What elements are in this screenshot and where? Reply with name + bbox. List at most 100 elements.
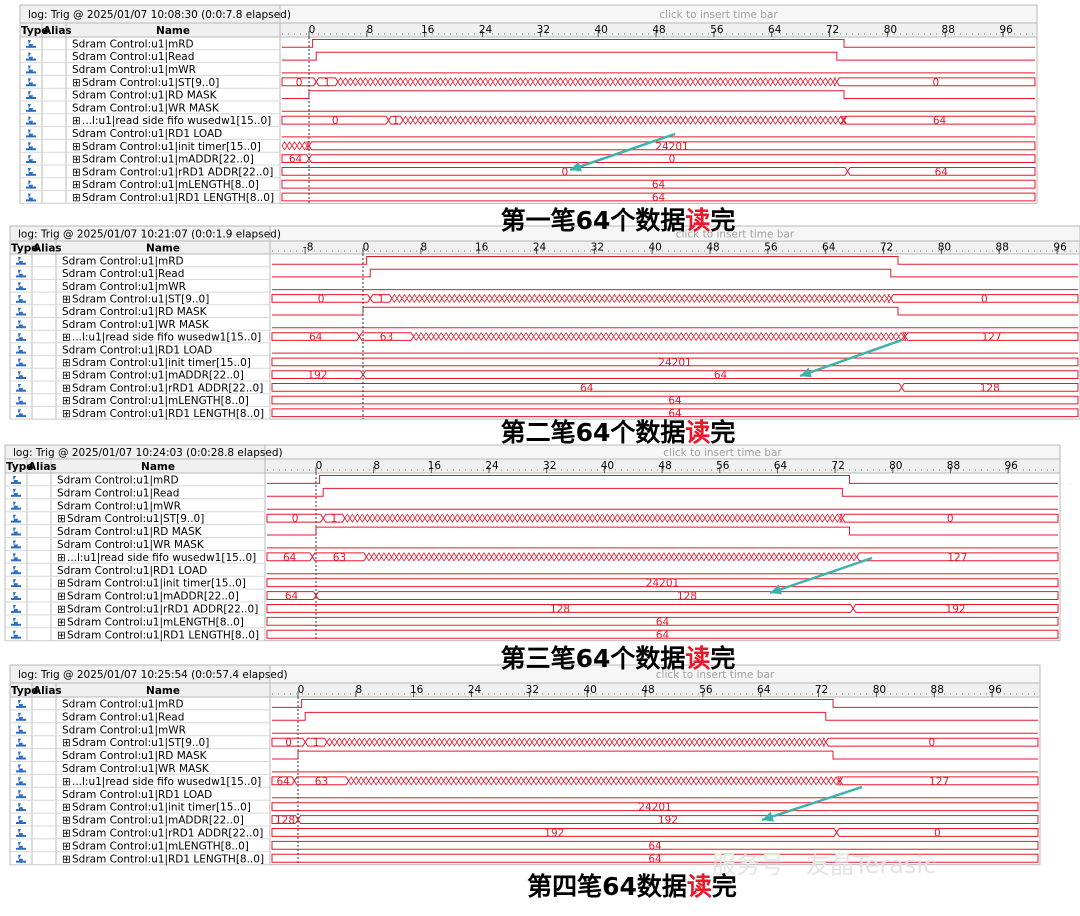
- bus-value: 24201: [638, 802, 671, 814]
- signal-name: Sdram Control:u1|init timer[15..0]: [82, 141, 261, 153]
- ruler-label: 48: [658, 460, 671, 472]
- bit-wave: [267, 475, 1058, 484]
- bit-wave: [272, 268, 1078, 278]
- caption-end: 完: [710, 206, 735, 235]
- column-title: Type: [11, 243, 38, 255]
- signal-name: Sdram Control:u1|mADDR[22..0]: [82, 154, 254, 166]
- time-bar-hint: click to insert time bar: [656, 669, 775, 681]
- type-icon-base: [16, 757, 26, 760]
- bit-wave: [272, 699, 1038, 708]
- bus-value: 0: [332, 115, 339, 127]
- signal-name: Sdram Control:u1|Read: [62, 268, 184, 280]
- expand-icon: ⊞: [62, 827, 71, 839]
- time-bar-hint: click to insert time bar: [663, 447, 782, 459]
- arrow-head: [570, 161, 582, 172]
- ruler-label: 88: [931, 684, 944, 696]
- caption: 第四笔64数据读完: [527, 872, 737, 901]
- type-icon-base: [16, 415, 26, 418]
- expand-icon: ⊞: [62, 395, 71, 407]
- signal-name: Sdram Control:u1|ST[9..0]: [72, 293, 209, 305]
- bus-value: 24201: [655, 141, 688, 153]
- bit-wave: [272, 256, 1078, 265]
- type-icon-base: [26, 135, 36, 138]
- ruler-label: 8: [366, 24, 373, 36]
- column-header: [19, 22, 1038, 38]
- signal-name: Sdram Control:u1|mLENGTH[8..0]: [82, 179, 259, 191]
- type-icon-base: [26, 186, 36, 189]
- bus-dense: [326, 737, 827, 747]
- bit-wave: [282, 90, 1035, 99]
- signal-name: Sdram Control:u1|RD1 LOAD: [62, 344, 212, 356]
- ruler-label: 40: [584, 684, 597, 696]
- bus-value: 0: [318, 293, 325, 305]
- bus-value: 128: [980, 382, 1000, 394]
- ruler-label: 16: [475, 242, 489, 254]
- bus-dense: [391, 293, 892, 304]
- ruler-label: 56: [716, 460, 730, 472]
- signal-name: Sdram Control:u1|mWR: [57, 500, 181, 512]
- watermark-text: 友晶Terasic: [806, 851, 936, 879]
- caption-end: 完: [712, 872, 737, 901]
- bus-segment: [271, 357, 1079, 367]
- signal-name: Sdram Control:u1|WR MASK: [62, 763, 210, 775]
- bus-segment: [904, 332, 1079, 341]
- bus-value: 24201: [646, 578, 679, 590]
- expand-icon: ⊞: [57, 552, 66, 564]
- signal-name: Sdram Control:u1|RD MASK: [72, 90, 218, 102]
- type-icon-base: [26, 109, 36, 112]
- type-icon-base: [11, 507, 21, 510]
- type-icon-base: [11, 481, 21, 484]
- ruler-label: 72: [815, 684, 828, 696]
- expand-icon: ⊞: [62, 853, 71, 865]
- expand-icon: ⊞: [57, 513, 66, 525]
- expand-icon: ⊞: [62, 332, 71, 344]
- column-title: Alias: [28, 461, 57, 473]
- signal-name: Sdram Control:u1|Read: [62, 711, 184, 723]
- ruler-label: 56: [699, 684, 713, 696]
- expand-icon: ⊞: [62, 776, 71, 788]
- type-icon-base: [16, 275, 26, 278]
- arrow-head: [800, 367, 812, 378]
- expand-icon: ⊞: [57, 578, 66, 590]
- signal-name: Sdram Control:u1|Read: [72, 51, 194, 63]
- expand-icon: ⊞: [72, 166, 81, 178]
- bus-value: 0: [296, 77, 303, 89]
- signal-name: ...l:u1|read side fifo wusedw1[15..0]: [67, 552, 256, 564]
- signal-name: Sdram Control:u1|mRD: [72, 38, 194, 50]
- type-icon-base: [16, 783, 26, 786]
- type-icon-base: [16, 351, 26, 354]
- bus-segment: [836, 77, 1036, 87]
- signal-name: Sdram Control:u1|rRD1 ADDR[22..0]: [82, 166, 273, 178]
- log-text: log: Trig @ 2025/01/07 10:25:54 (0:0:57.…: [18, 669, 288, 681]
- ruler-label: 24: [533, 242, 547, 254]
- ruler-label: 40: [601, 460, 614, 472]
- signal-name: Sdram Control:u1|RD MASK: [62, 750, 208, 762]
- signal-name: Sdram Control:u1|WR MASK: [57, 539, 205, 551]
- bus-value: 64: [277, 776, 291, 788]
- type-icon-base: [16, 718, 26, 721]
- type-icon-base: [16, 326, 26, 329]
- type-icon-base: [11, 572, 21, 575]
- bus-segment: [856, 552, 1059, 562]
- type-icon-base: [26, 84, 36, 87]
- column-title: Alias: [33, 685, 62, 697]
- signal-name: Sdram Control:u1|mLENGTH[8..0]: [72, 840, 249, 852]
- type-icon-base: [16, 262, 26, 265]
- caption: 第二笔64个数据读完: [501, 418, 736, 447]
- bus-segment: [843, 115, 1036, 125]
- bus-value: 127: [982, 332, 1002, 344]
- bus-value: 127: [947, 552, 967, 564]
- signal-name: Sdram Control:u1|RD1 LENGTH[8..0]: [67, 629, 259, 641]
- bus-segment: [825, 737, 1039, 747]
- signal-name: Sdram Control:u1|rRD1 ADDR[22..0]: [72, 382, 263, 394]
- type-icon-base: [26, 199, 36, 202]
- bus-value: 64: [648, 853, 662, 865]
- type-icon-base: [26, 148, 36, 151]
- annotation-arrow: [769, 556, 873, 595]
- bus-value: 128: [677, 591, 697, 603]
- ruler-label: 32: [543, 460, 556, 472]
- ruler-label: 96: [1053, 242, 1067, 254]
- bus-value: 0: [561, 166, 568, 178]
- type-icon-base: [16, 364, 26, 367]
